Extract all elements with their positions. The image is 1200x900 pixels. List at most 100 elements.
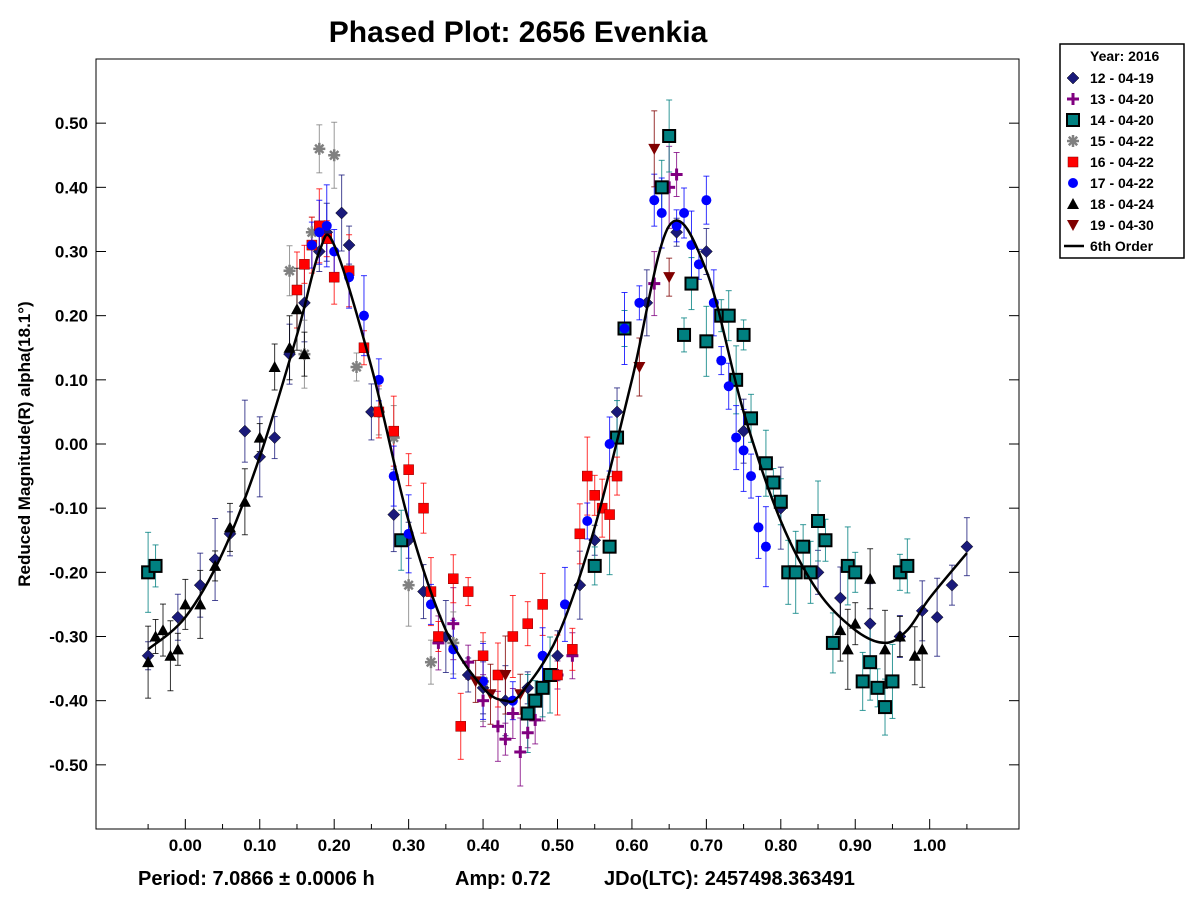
data-point	[567, 644, 578, 655]
data-point	[403, 464, 414, 475]
data-point	[268, 361, 281, 372]
data-point	[268, 431, 281, 444]
data-point	[811, 514, 826, 528]
y-tick-label: 0.30	[55, 243, 88, 262]
data-point	[298, 348, 311, 360]
chart-title: Phased Plot: 2656 Evenkia	[329, 16, 708, 49]
data-point	[283, 264, 296, 277]
data-point	[455, 721, 466, 732]
data-point	[945, 578, 959, 592]
data-point	[521, 726, 534, 739]
legend-label: 17 - 04-22	[1090, 175, 1154, 191]
legend-entry: 17 - 04-22	[1068, 175, 1154, 191]
data-point	[148, 558, 163, 573]
data-point	[855, 674, 870, 689]
legend-entry: 13 - 04-20	[1067, 91, 1154, 107]
data-point	[387, 508, 401, 521]
data-point	[559, 599, 570, 610]
data-point	[388, 425, 399, 437]
data-point	[142, 656, 155, 668]
data-point	[634, 297, 645, 308]
data-point	[900, 558, 915, 573]
data-point	[290, 303, 303, 315]
data-point	[611, 470, 623, 482]
data-point	[535, 680, 550, 695]
data-point	[677, 327, 692, 342]
data-point	[194, 598, 207, 610]
data-point	[522, 618, 533, 629]
legend-marker	[1067, 93, 1079, 105]
legend-label: 19 - 04-30	[1090, 217, 1154, 233]
data-point	[149, 630, 162, 642]
data-point	[587, 558, 602, 573]
x-tick-label: 0.40	[467, 836, 500, 855]
y-tick-label: 0.50	[55, 114, 88, 133]
data-point	[648, 277, 661, 290]
data-point	[506, 707, 519, 720]
legend-marker	[1066, 113, 1080, 127]
footer-jd: JDo(LTC): 2457498.363491	[604, 868, 855, 890]
data-point	[773, 494, 788, 509]
data-point	[164, 649, 177, 661]
data-point	[314, 227, 325, 238]
data-point	[299, 259, 310, 270]
y-tick-label: 0.40	[55, 178, 88, 197]
legend-marker	[1067, 135, 1079, 147]
data-point	[663, 272, 676, 284]
data-point	[424, 656, 437, 669]
data-point	[418, 502, 429, 514]
footer-period: Period: 7.0866 ± 0.0006 h	[138, 868, 375, 890]
data-point	[514, 746, 527, 758]
data-point	[701, 195, 712, 206]
data-point	[716, 355, 727, 366]
y-tick-label: -0.50	[49, 756, 88, 775]
data-point	[654, 180, 669, 195]
data-point	[209, 559, 222, 571]
data-point	[358, 310, 369, 321]
data-point	[662, 129, 677, 143]
data-point	[350, 361, 363, 373]
data-point	[863, 655, 878, 670]
data-point	[321, 220, 332, 231]
series-6	[306, 195, 771, 706]
data-point	[306, 240, 317, 251]
data-point	[433, 631, 444, 642]
data-point	[879, 643, 892, 655]
data-point	[477, 694, 490, 707]
data-point	[582, 516, 593, 526]
legend-entry: 6th Order	[1064, 238, 1154, 254]
y-axis: -0.50 -0.40 -0.30 -0.20 -0.10 0.00 0.10 0.20 0.3…	[49, 114, 1019, 775]
data-point	[760, 541, 771, 552]
y-tick-label: 0.20	[55, 307, 88, 326]
data-point	[477, 650, 489, 661]
data-point	[700, 245, 713, 258]
data-point	[499, 733, 512, 746]
data-point	[671, 220, 682, 231]
x-tick-label: 0.80	[764, 836, 797, 855]
x-tick-label: 0.70	[690, 836, 723, 855]
legend-entry: 19 - 04-30	[1067, 217, 1154, 233]
legend-entry: 18 - 04-24	[1067, 196, 1154, 212]
data-point	[447, 617, 460, 630]
data-point	[864, 572, 877, 584]
data-point	[699, 334, 714, 349]
data-point	[491, 720, 504, 733]
x-tick-label: 0.60	[615, 836, 648, 855]
y-tick-label: -0.10	[49, 499, 88, 518]
data-point	[551, 649, 564, 663]
legend-label: 15 - 04-22	[1090, 133, 1154, 149]
data-point	[604, 509, 615, 520]
legend-label: 6th Order	[1090, 238, 1154, 254]
y-tick-label: -0.40	[49, 692, 88, 711]
legend-label: 14 - 04-20	[1090, 112, 1154, 128]
data-point	[731, 432, 742, 443]
legend-label: 13 - 04-20	[1090, 91, 1154, 107]
data-point	[313, 142, 326, 155]
data-point	[878, 700, 893, 715]
data-point	[462, 586, 474, 597]
data-point	[238, 424, 252, 438]
data-point	[574, 528, 586, 540]
data-point	[520, 706, 535, 721]
data-point	[537, 599, 548, 610]
data-point	[582, 470, 593, 482]
